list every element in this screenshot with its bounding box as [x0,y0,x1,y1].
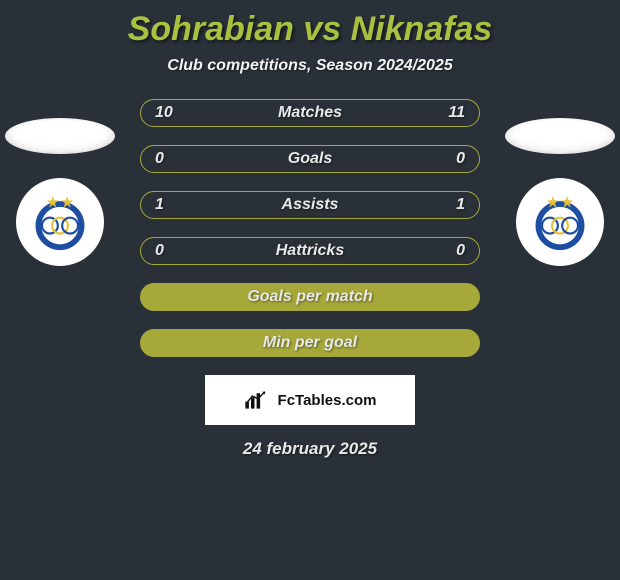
page-subtitle: Club competitions, Season 2024/2025 [0,57,620,75]
brand-chart-icon [244,389,272,411]
infographic-date: 24 february 2025 [0,439,620,459]
stat-label: Goals [288,150,332,168]
player-left-column [0,118,120,266]
stat-row: 0 Hattricks 0 [140,237,480,265]
stat-label: Min per goal [263,334,357,352]
stat-right-value: 1 [456,196,465,214]
club-crest-icon [24,186,96,258]
stat-row: 0 Goals 0 [140,145,480,173]
stat-left-value: 0 [155,242,164,260]
stat-row: Goals per match [140,283,480,311]
stat-row: 1 Assists 1 [140,191,480,219]
stat-right-value: 0 [456,242,465,260]
player-left-portrait-placeholder [5,118,115,154]
stat-label: Assists [282,196,339,214]
page-title: Sohrabian vs Niknafas [0,0,620,49]
player-right-column [500,118,620,266]
brand-box: FcTables.com [205,375,415,425]
stat-right-value: 0 [456,150,465,168]
brand-text: FcTables.com [278,392,377,409]
stat-left-value: 10 [155,104,173,122]
stat-label: Matches [278,104,342,122]
stat-left-value: 0 [155,150,164,168]
club-badge-right [516,178,604,266]
stat-label: Hattricks [276,242,344,260]
player-right-portrait-placeholder [505,118,615,154]
stat-left-value: 1 [155,196,164,214]
club-crest-icon [524,186,596,258]
club-badge-left [16,178,104,266]
stat-row: Min per goal [140,329,480,357]
stat-label: Goals per match [247,288,372,306]
stat-right-value: 11 [448,104,465,122]
stat-row: 10 Matches 11 [140,99,480,127]
comparison-stats: 10Matches110Goals01Assists10Hattricks0Go… [140,99,480,357]
